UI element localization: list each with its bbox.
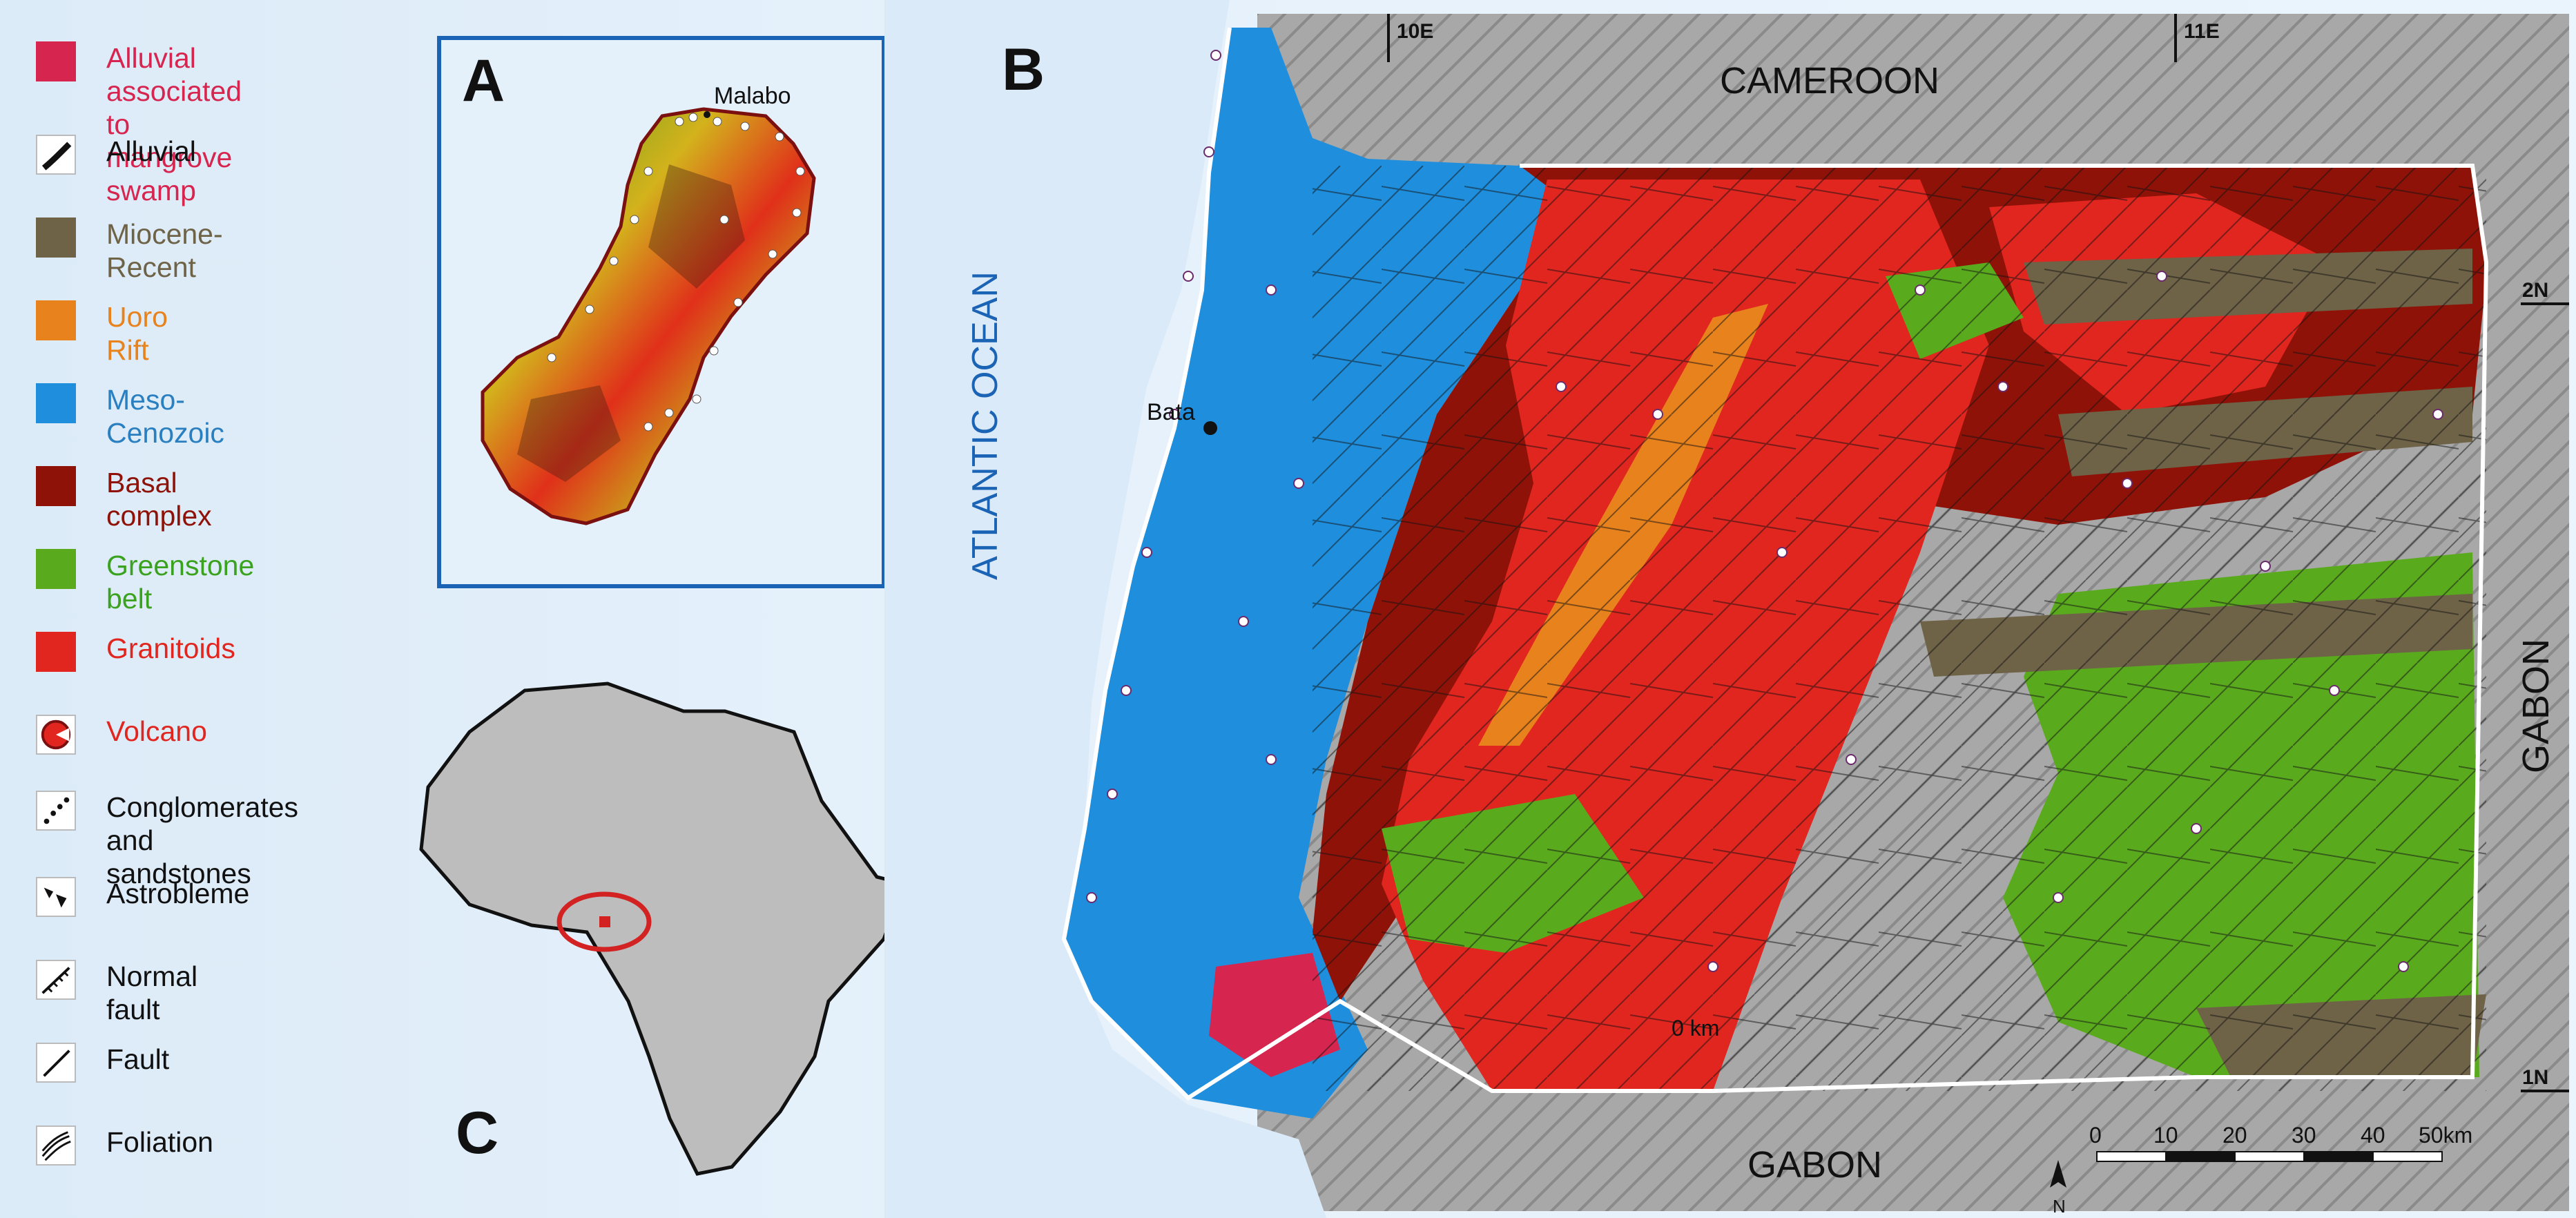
legend-label: Basal complex (106, 467, 212, 532)
ocean-area (884, 0, 1326, 1218)
north-arrow (2050, 1160, 2066, 1188)
legend-label: Conglomerates and sandstones (106, 791, 299, 889)
bioko-island-map: Malabo (481, 83, 816, 525)
granitoids-swatch (36, 632, 76, 672)
legend-label: Greenstone belt (106, 550, 255, 615)
legend-label: Alluvial (106, 135, 196, 167)
lat-tick-1n: 1N (2522, 1066, 2548, 1089)
africa-map: C (419, 682, 907, 1176)
bata-label: Bata (1147, 399, 1195, 425)
legend-label: Foliation (106, 1126, 213, 1158)
panel-label-a: A (462, 48, 505, 114)
bioko-island-shape (481, 107, 816, 525)
miocene-swatch (36, 218, 76, 258)
scale-label-30: 30 (2292, 1123, 2316, 1148)
alluvial-symbol-icon (36, 135, 76, 175)
legend-label: Normal fault (106, 960, 198, 1025)
foliation-symbol-icon (36, 1125, 76, 1166)
lon-tick-10e: 10E (1397, 20, 1433, 43)
legend-label: Alluvial associated to mangrove swamp (106, 42, 242, 206)
ocean-label: ATLANTIC OCEAN (965, 271, 1005, 580)
fault-symbol-icon (36, 1043, 76, 1083)
uoro-swatch (36, 300, 76, 340)
malabo-marker (704, 111, 710, 118)
legend-label: Astrobleme (106, 878, 250, 909)
scale-label-10: 10 (2153, 1123, 2178, 1148)
conglomerate-symbol-icon (36, 791, 76, 831)
country-label-north: CAMEROON (1720, 60, 1939, 102)
normal-fault-symbol-icon (36, 960, 76, 1000)
mangrove-zone (1209, 953, 1340, 1077)
legend-label: Granitoids (106, 632, 235, 664)
panel-label-b: B (1002, 37, 1045, 103)
africa-inset: C (407, 670, 911, 1195)
africa-shape (419, 682, 907, 1176)
legend-label: Fault (106, 1043, 170, 1075)
lat-tick-2n: 2N (2522, 279, 2548, 302)
greenstone-swatch (36, 549, 76, 589)
scale-bar: 0 10 20 30 40 50km (2089, 1123, 2472, 1162)
country-label-south: GABON (1747, 1144, 1882, 1186)
inset-a-frame: A Ma (437, 36, 886, 588)
scale-label-50km: 50km (2419, 1123, 2472, 1148)
basal-swatch (36, 466, 76, 506)
volcano-symbol-icon (36, 715, 76, 755)
bata-marker (1203, 421, 1217, 435)
geological-map: Bata B ATLANTIC OCEAN CAMEROON GABON GAB… (884, 0, 2569, 1218)
astrobleme-symbol-icon (36, 877, 76, 917)
scale-label-0: 0 (2089, 1123, 2102, 1148)
mangrove-swatch (36, 41, 76, 81)
panel-label-c: C (456, 1100, 498, 1166)
legend-label: Uoro Rift (106, 301, 168, 366)
scale-label-20: 20 (2222, 1123, 2247, 1148)
malabo-label: Malabo (714, 83, 791, 109)
north-label: N (2053, 1196, 2066, 1217)
country-label-east: GABON (2515, 639, 2557, 773)
sample-points (1086, 50, 2443, 972)
legend-label: Meso-Cenozoic (106, 384, 224, 449)
country-border (1061, 27, 2489, 1101)
legend-label: Miocene-Recent (106, 218, 223, 283)
study-area-ellipse (556, 891, 652, 952)
lon-tick-11e: 11E (2184, 20, 2220, 43)
inner-distance-note: 0 km (1672, 1016, 1719, 1041)
scale-label-40: 40 (2361, 1123, 2385, 1148)
meso-swatch (36, 383, 76, 423)
legend-label: Volcano (106, 715, 207, 747)
